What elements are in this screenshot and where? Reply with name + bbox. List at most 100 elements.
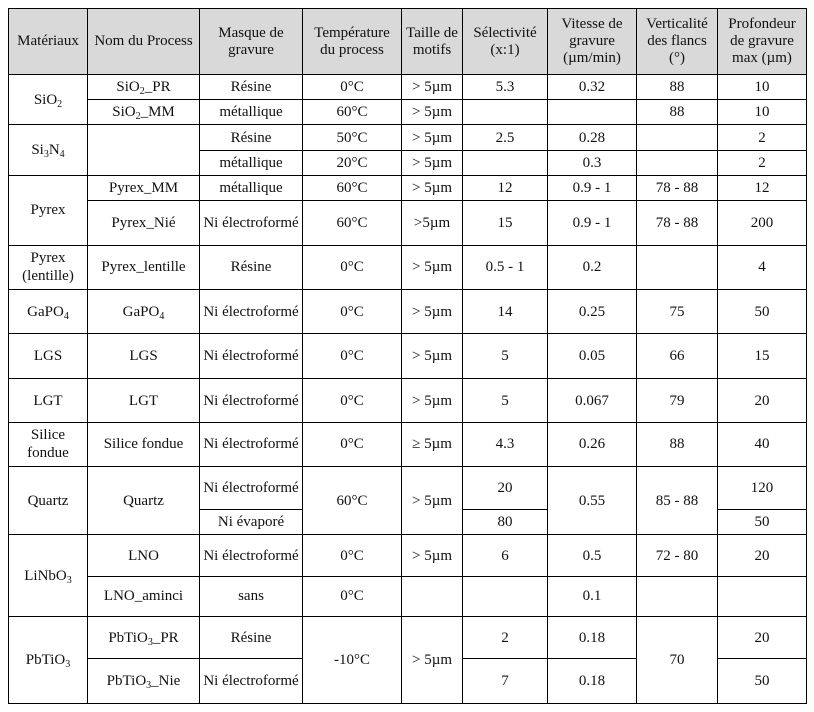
depth-cell: 15 <box>717 333 807 379</box>
etch-rate-cell <box>547 99 637 126</box>
selectivity-cell: 5 <box>462 333 548 379</box>
temperature-cell: 60°C <box>302 465 402 536</box>
mask-cell: Ni électroformé <box>199 422 303 467</box>
material-cell: Pyrex <box>8 174 88 246</box>
depth-cell: 50 <box>717 289 807 335</box>
pattern-size-cell: > 5µm <box>401 73 463 101</box>
mask-cell: Ni électroformé <box>199 377 303 424</box>
table-row: Ni évaporé 80 50 <box>9 509 807 536</box>
mask-cell: Ni électroformé <box>199 289 303 335</box>
header-sidewall-verticality: Verticalité des flancs (°) <box>636 8 718 75</box>
verticality-cell: 66 <box>636 333 718 379</box>
process-name-cell: Pyrex_lentille <box>87 244 200 291</box>
process-name-cell: Pyrex_Nié <box>87 200 200 246</box>
mask-cell: Ni électroformé <box>199 534 303 577</box>
depth-cell: 20 <box>717 534 807 577</box>
pattern-size-cell: > 5µm <box>401 99 463 126</box>
pattern-size-cell: > 5µm <box>401 244 463 291</box>
table-row: LNO_aminci sans 0°C 0.1 <box>9 575 807 618</box>
etch-rate-cell: 0.32 <box>547 73 637 101</box>
process-name-cell: LGS <box>87 333 200 379</box>
depth-cell: 2 <box>717 149 807 176</box>
process-name-cell: LGT <box>87 377 200 424</box>
header-selectivity: Sélectivité (x:1) <box>462 8 548 75</box>
temperature-cell: 60°C <box>302 174 402 202</box>
temperature-cell: 0°C <box>302 289 402 335</box>
mask-cell: Résine <box>199 124 303 151</box>
selectivity-cell <box>462 149 548 176</box>
depth-cell: 50 <box>717 658 807 704</box>
mask-cell: métallique <box>199 99 303 126</box>
mask-cell: Ni électroformé <box>199 465 303 511</box>
verticality-cell: 79 <box>636 377 718 424</box>
pattern-size-cell: ≥ 5µm <box>401 422 463 467</box>
mask-cell: Résine <box>199 244 303 291</box>
material-cell: LiNbO3 <box>8 534 88 618</box>
material-cell: LGS <box>8 333 88 379</box>
etching-process-table: Matériaux Nom du Process Masque de gravu… <box>8 8 807 704</box>
temperature-cell: 0°C <box>302 534 402 577</box>
material-cell: PbTiO3 <box>8 616 88 704</box>
verticality-cell: 78 - 88 <box>636 174 718 202</box>
process-name-cell: GaPO4 <box>87 289 200 335</box>
header-max-depth: Profondeur de gravure max (µm) <box>717 8 807 75</box>
temperature-cell: 0°C <box>302 244 402 291</box>
material-cell: Silice fondue <box>8 422 88 467</box>
selectivity-cell: 7 <box>462 658 548 704</box>
header-mask: Masque de gravure <box>199 8 303 75</box>
mask-cell: métallique <box>199 174 303 202</box>
table-row: Pyrex_Nié Ni électroformé 60°C >5µm 15 0… <box>9 200 807 246</box>
etch-rate-cell: 0.05 <box>547 333 637 379</box>
depth-cell: 200 <box>717 200 807 246</box>
table-row: Pyrex (lentille) Pyrex_lentille Résine 0… <box>8 244 807 291</box>
etch-rate-cell: 0.55 <box>547 465 637 536</box>
material-cell: Pyrex (lentille) <box>8 244 88 291</box>
mask-cell: Résine <box>199 616 303 660</box>
temperature-cell: 0°C <box>302 333 402 379</box>
temperature-cell: 60°C <box>302 200 402 246</box>
selectivity-cell: 5.3 <box>462 73 548 101</box>
etch-rate-cell: 0.3 <box>547 149 637 176</box>
etch-rate-cell: 0.9 - 1 <box>547 200 637 246</box>
etch-rate-cell: 0.9 - 1 <box>547 174 637 202</box>
pattern-size-cell: > 5µm <box>401 174 463 202</box>
mask-cell: Ni électroformé <box>199 333 303 379</box>
selectivity-cell <box>462 575 548 618</box>
verticality-cell: 72 - 80 <box>636 534 718 577</box>
process-name-cell: SiO2_MM <box>87 99 200 126</box>
material-cell: GaPO4 <box>8 289 88 335</box>
etch-rate-cell: 0.5 <box>547 534 637 577</box>
selectivity-cell: 0.5 - 1 <box>462 244 548 291</box>
verticality-cell <box>636 124 718 151</box>
selectivity-cell: 4.3 <box>462 422 548 467</box>
material-cell: SiO2 <box>8 73 88 126</box>
table-row: PbTiO3 PbTiO3_PR Résine -10°C > 5µm 2 0.… <box>8 616 807 704</box>
process-name-cell: LNO <box>87 534 200 577</box>
etch-rate-cell: 0.18 <box>547 616 637 660</box>
verticality-cell: 88 <box>636 99 718 126</box>
verticality-cell: 85 - 88 <box>636 465 718 536</box>
etch-rate-cell: 0.28 <box>547 124 637 151</box>
verticality-cell: 75 <box>636 289 718 335</box>
selectivity-cell: 80 <box>462 509 548 536</box>
depth-cell: 20 <box>717 377 807 424</box>
selectivity-cell: 6 <box>462 534 548 577</box>
table-row: SiO2_MM métallique 60°C > 5µm 88 10 <box>9 99 807 126</box>
selectivity-cell: 12 <box>462 174 548 202</box>
verticality-cell <box>636 575 718 618</box>
depth-cell: 10 <box>717 99 807 126</box>
pattern-size-cell: > 5µm <box>401 124 463 151</box>
table-row: LGT LGT Ni électroformé 0°C > 5µm 5 0.06… <box>8 377 807 424</box>
material-cell: Quartz <box>8 465 88 536</box>
depth-cell: 20 <box>717 616 807 660</box>
table-row: Pyrex Pyrex_MM métallique 60°C > 5µm 12 … <box>8 174 807 246</box>
selectivity-cell: 14 <box>462 289 548 335</box>
table-row: GaPO4 GaPO4 Ni électroformé 0°C > 5µm 14… <box>8 289 807 335</box>
depth-cell: 2 <box>717 124 807 151</box>
etch-rate-cell: 0.067 <box>547 377 637 424</box>
selectivity-cell: 2 <box>462 616 548 660</box>
verticality-cell <box>636 244 718 291</box>
process-name-cell <box>87 124 200 176</box>
depth-cell <box>717 575 807 618</box>
process-name-cell: Pyrex_MM <box>87 174 200 202</box>
